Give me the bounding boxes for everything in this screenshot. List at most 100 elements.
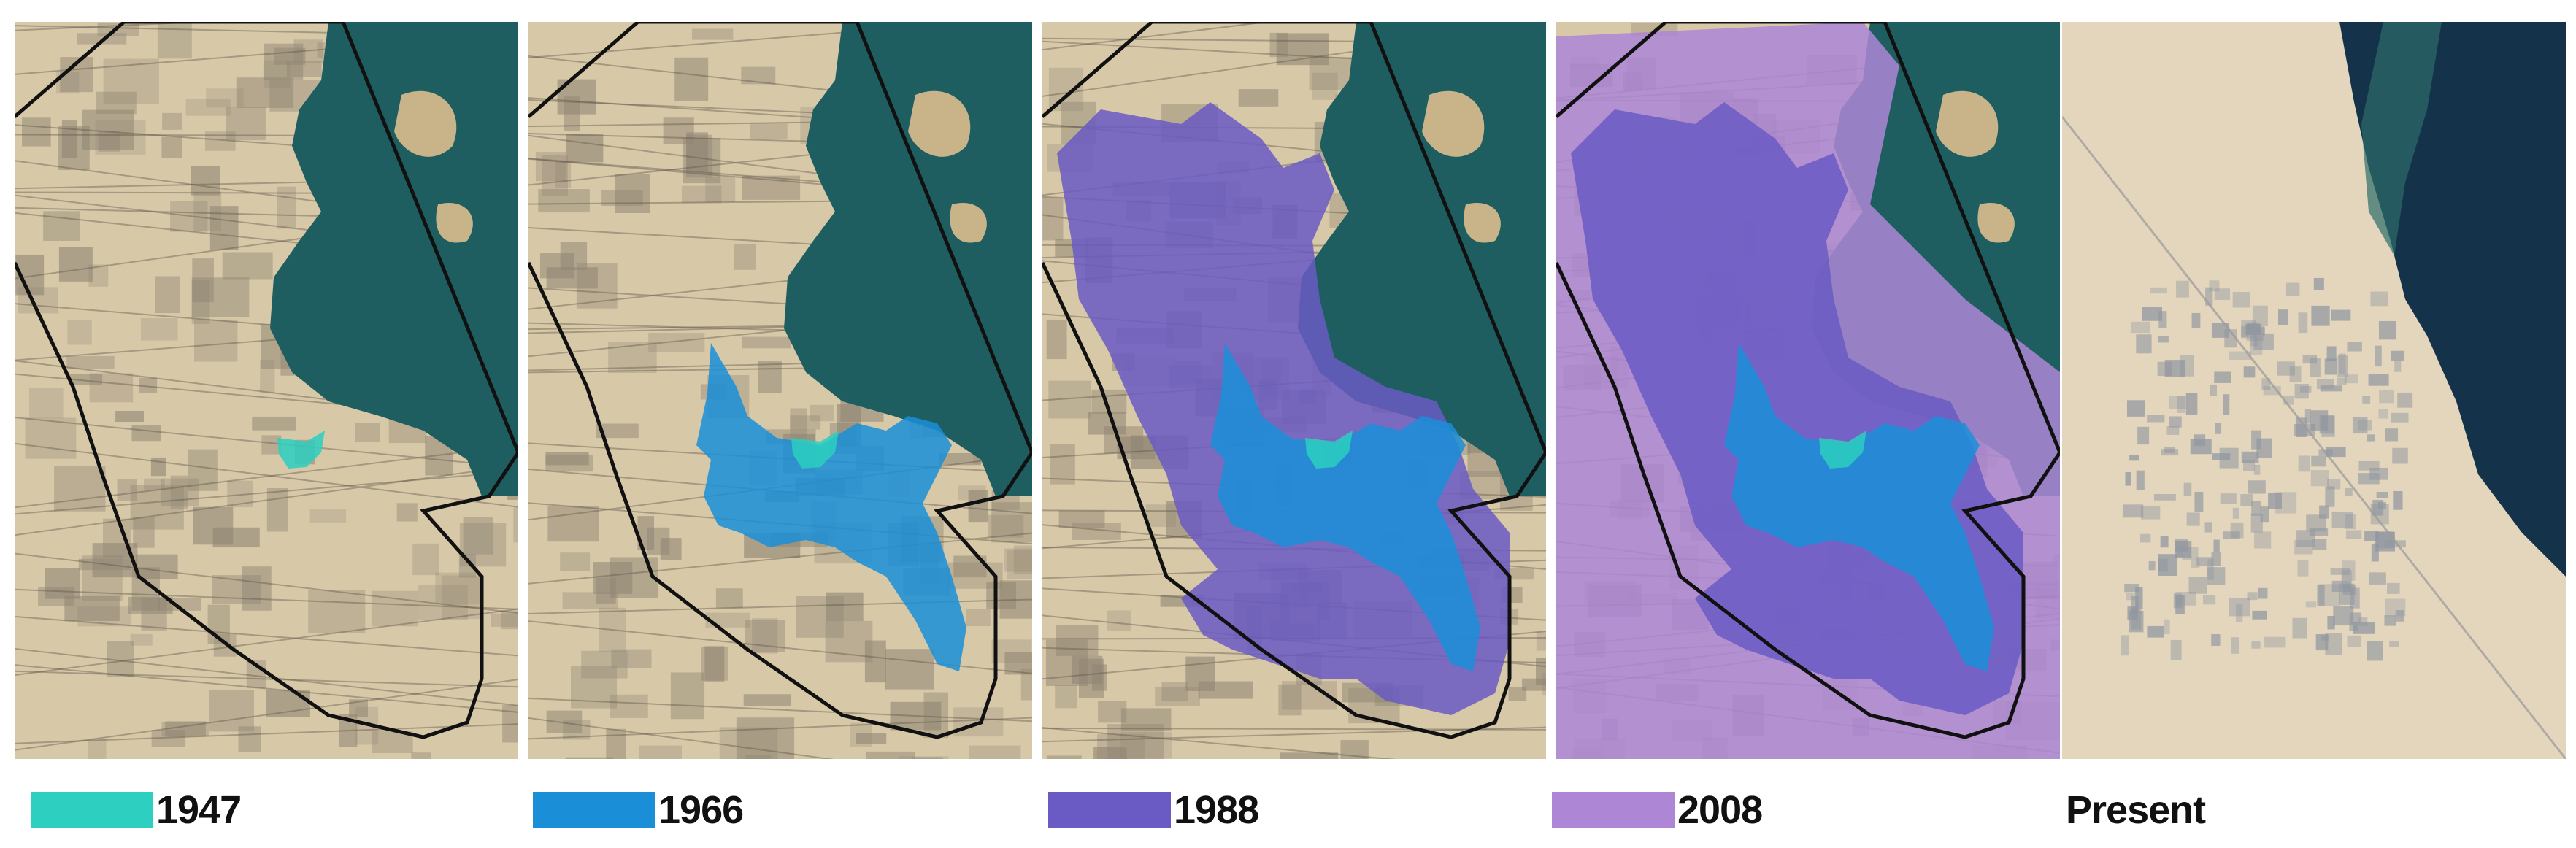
urban-block <box>2391 350 2404 361</box>
urban-block <box>2384 540 2406 548</box>
urban-block <box>501 610 518 630</box>
urban-block <box>2391 412 2409 423</box>
map-svg <box>528 22 1032 759</box>
urban-block <box>2186 512 2200 526</box>
urban-block <box>615 174 650 213</box>
urban-block <box>2353 622 2375 634</box>
urban-block <box>686 134 713 178</box>
shallow-water <box>2361 22 2442 255</box>
urban-block <box>28 388 64 419</box>
urban-block <box>2333 606 2354 626</box>
urban-block <box>890 701 942 731</box>
legend-label-1966: 1966 <box>658 788 744 832</box>
urban-block <box>192 258 214 303</box>
urban-block <box>2261 378 2271 390</box>
urban-block <box>562 592 618 609</box>
urban-block <box>2214 423 2222 434</box>
urban-block <box>1536 658 1546 685</box>
urban-block <box>161 136 182 158</box>
urban-block <box>2397 392 2413 408</box>
urban-block <box>2175 591 2196 606</box>
urban-block <box>715 588 743 609</box>
urban-block <box>535 152 566 182</box>
urban-block <box>1056 625 1099 656</box>
urban-block <box>2175 595 2185 614</box>
urban-block <box>2379 390 2394 404</box>
urban-block <box>2253 464 2261 475</box>
urban-block <box>736 717 795 759</box>
urban-block <box>2298 312 2308 334</box>
map-panel-1947 <box>15 22 518 759</box>
urban-block <box>691 28 734 40</box>
urban-block <box>1058 510 1105 528</box>
urban-block <box>2247 592 2258 601</box>
urban-block <box>2212 453 2231 460</box>
urban-block <box>545 455 593 472</box>
urban-block <box>545 452 589 466</box>
urban-block <box>1107 724 1164 759</box>
urban-block <box>293 39 323 63</box>
urban-block <box>412 543 439 576</box>
municipal-boundary <box>1042 22 1546 739</box>
urban-block <box>2319 415 2334 434</box>
urban-block <box>2211 552 2221 566</box>
urban-block <box>2251 501 2261 516</box>
urban-block <box>1276 33 1329 66</box>
urban-block <box>826 592 864 622</box>
urban-block <box>2376 491 2388 498</box>
urban-block <box>2141 505 2161 520</box>
urban-block <box>97 22 140 36</box>
urban-block <box>639 745 682 759</box>
urban-block <box>2372 499 2384 516</box>
urban-block <box>2180 355 2194 377</box>
urban-block <box>45 568 80 599</box>
urban-block <box>2136 334 2152 354</box>
urban-block <box>2258 587 2268 599</box>
urban-block <box>2389 641 2399 647</box>
road-line <box>15 552 518 614</box>
urban-block <box>2250 333 2258 347</box>
urban-block <box>2256 327 2265 336</box>
urban-block <box>2191 559 2200 568</box>
urban-extent-1966 <box>696 343 966 671</box>
urban-block <box>2150 287 2167 294</box>
urban-block <box>2298 455 2310 472</box>
urban-block <box>2241 325 2249 337</box>
urban-block <box>2129 455 2139 461</box>
urban-block <box>236 77 294 108</box>
urban-block <box>2231 637 2239 654</box>
urban-block <box>988 514 1024 538</box>
urban-block <box>2309 528 2329 536</box>
urban-block <box>2175 539 2188 552</box>
urban-block <box>88 264 109 287</box>
urban-extent-1966 <box>1724 343 1994 671</box>
urban-block <box>2243 366 2256 378</box>
urban-block <box>162 112 182 130</box>
urban-block <box>242 566 272 611</box>
urban-block <box>2294 384 2309 399</box>
urban-block <box>2229 598 2250 617</box>
offshore-island <box>1977 203 2015 243</box>
urban-block <box>850 722 872 747</box>
urban-block <box>2173 593 2183 609</box>
urban-block <box>2311 305 2330 326</box>
legend-item-present: Present <box>2063 785 2206 836</box>
urban-block <box>2317 585 2325 606</box>
urban-block <box>2325 633 2342 655</box>
urban-block <box>277 186 296 229</box>
urban-extent-1947 <box>1305 431 1353 469</box>
urban-block <box>185 99 231 116</box>
urban-block <box>66 355 115 369</box>
urban-block <box>790 408 807 447</box>
road-line <box>15 615 518 657</box>
urban-block <box>2241 320 2256 339</box>
urban-block <box>2327 616 2335 630</box>
urban-block <box>2331 309 2351 321</box>
urban-block <box>2394 360 2402 372</box>
urban-block <box>825 620 873 663</box>
urban-block <box>160 478 199 507</box>
urban-block <box>128 596 173 614</box>
urban-block <box>61 120 77 158</box>
urban-block <box>442 575 482 620</box>
urban-block <box>2166 426 2180 435</box>
